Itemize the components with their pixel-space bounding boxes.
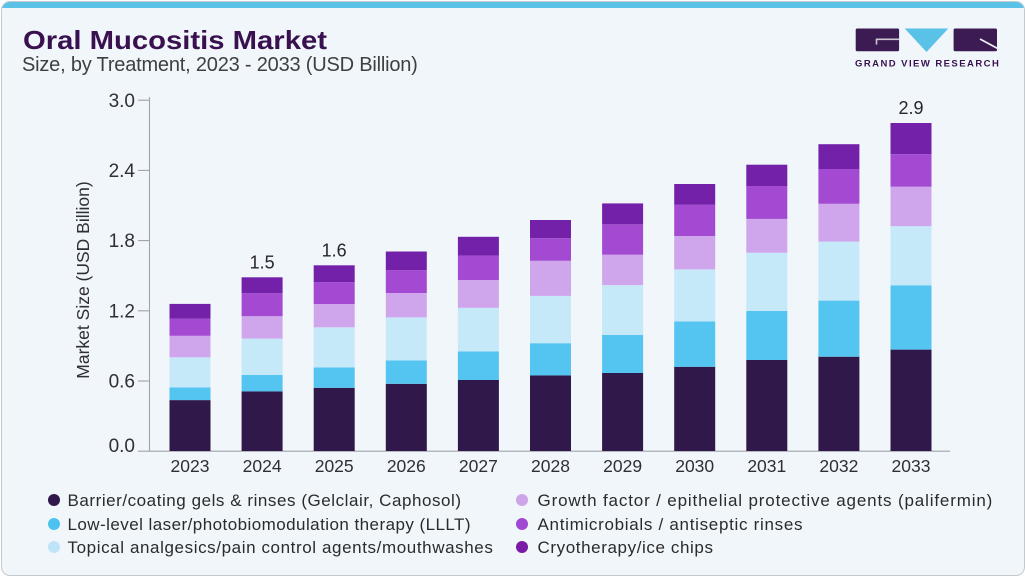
svg-text:Market Size (USD Billion): Market Size (USD Billion) [73, 181, 93, 378]
svg-text:2031: 2031 [747, 456, 786, 476]
svg-text:2029: 2029 [603, 456, 642, 476]
svg-text:3.0: 3.0 [108, 90, 134, 111]
svg-text:GRAND VIEW RESEARCH: GRAND VIEW RESEARCH [855, 58, 1000, 69]
svg-text:2027: 2027 [458, 456, 497, 476]
svg-text:2024: 2024 [242, 456, 281, 476]
svg-text:2025: 2025 [314, 456, 353, 476]
svg-text:2.9: 2.9 [898, 98, 923, 118]
svg-text:2028: 2028 [531, 456, 570, 476]
svg-text:2.4: 2.4 [108, 161, 135, 182]
svg-text:1.5: 1.5 [249, 252, 274, 272]
svg-text:2032: 2032 [819, 456, 858, 476]
svg-text:2023: 2023 [170, 456, 209, 476]
svg-text:1.8: 1.8 [108, 231, 134, 252]
svg-text:2030: 2030 [675, 456, 714, 476]
svg-text:0.6: 0.6 [108, 371, 134, 392]
svg-text:1.2: 1.2 [108, 301, 134, 322]
svg-text:0.0: 0.0 [108, 435, 134, 456]
svg-text:2026: 2026 [386, 456, 425, 476]
svg-text:1.6: 1.6 [321, 240, 346, 260]
svg-text:2033: 2033 [891, 456, 930, 476]
